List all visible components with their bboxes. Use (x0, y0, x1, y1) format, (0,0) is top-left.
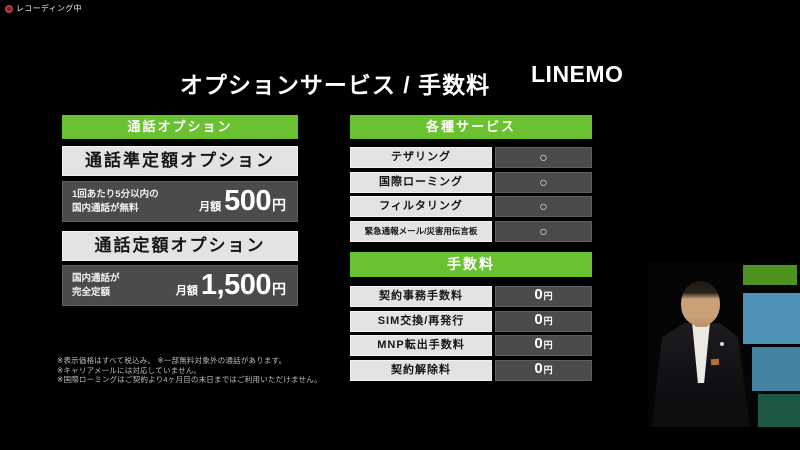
service-available-cell: ○ (495, 196, 592, 217)
table-row: 契約事務手数料 0 円 (350, 286, 592, 307)
service-label: 緊急通報メール/災害用伝言板 (350, 220, 492, 242)
fee-amount-cell: 0 円 (495, 335, 592, 356)
plan-price-value: 月額 500 円 (199, 185, 286, 217)
stage-panel-teal (758, 394, 800, 427)
service-label: 国際ローミング (350, 171, 492, 193)
available-circle-icon: ○ (539, 149, 548, 165)
slide-title: オプションサービス / 手数料 (179, 72, 491, 98)
presenter-pocket-square (710, 358, 720, 366)
fee-label: MNP転出手数料 (350, 335, 492, 356)
table-row: MNP転出手数料 0 円 (350, 335, 592, 356)
presenter-lapel-pin (720, 342, 724, 346)
footnote-line: ※表示価格はすべて税込み。 ※一部無料対象外の通話があります。 (57, 356, 287, 365)
service-available-cell: ○ (495, 147, 592, 168)
services-header: 各種サービス (350, 115, 592, 139)
recording-label: レコーディング中 (16, 4, 82, 13)
table-row: フィルタリング ○ (350, 196, 592, 217)
recording-indicator: レコーディング中 (5, 3, 82, 14)
fee-amount-cell: 0 円 (495, 359, 592, 381)
plan-name-flat: 通話定額オプション (62, 231, 298, 261)
fees-table: 契約事務手数料 0 円 SIM交換/再発行 0 円 MNP転出手数料 0 円 契… (350, 286, 592, 381)
presenter-shirt (691, 321, 711, 383)
call-options-header: 通話オプション (62, 115, 298, 139)
plan-price-semi-flat: 1回あたり5分以内の 国内通話が無料 月額 500 円 (62, 181, 298, 222)
stage-panel-blue (752, 347, 800, 391)
available-circle-icon: ○ (539, 173, 548, 190)
fee-label: SIM交換/再発行 (350, 310, 492, 332)
available-circle-icon: ○ (539, 198, 548, 214)
plan-description: 国内通話が 完全定額 (72, 272, 120, 298)
service-available-cell: ○ (495, 220, 592, 242)
available-circle-icon: ○ (539, 222, 548, 239)
table-row: 緊急通報メール/災害用伝言板 ○ (350, 220, 592, 242)
fees-header: 手数料 (350, 252, 592, 277)
service-available-cell: ○ (495, 171, 592, 193)
fee-label: 契約事務手数料 (350, 286, 492, 307)
plan-name-semi-flat: 通話準定額オプション (62, 146, 298, 176)
service-label: テザリング (350, 147, 492, 168)
services-table: テザリング ○ 国際ローミング ○ フィルタリング ○ 緊急通報メール/災害用伝… (350, 147, 592, 242)
table-row: 契約解除料 0 円 (350, 359, 592, 381)
footnote-line: ※国際ローミングはご契約より4ヶ月目の末日まではご利用いただけません。 (57, 375, 322, 384)
stage-panel-blue (743, 293, 800, 344)
table-row: 国際ローミング ○ (350, 171, 592, 193)
stage-panel-green (743, 265, 797, 285)
service-label: フィルタリング (350, 196, 492, 217)
table-row: SIM交換/再発行 0 円 (350, 310, 592, 332)
fee-amount-cell: 0 円 (495, 286, 592, 307)
fee-amount-cell: 0 円 (495, 310, 592, 332)
presenter-video (648, 263, 800, 427)
plan-description: 1回あたり5分以内の 国内通話が無料 (72, 188, 159, 214)
presenter-head (681, 281, 720, 326)
fee-label: 契約解除料 (350, 359, 492, 381)
plan-price-flat: 国内通話が 完全定額 月額 1,500 円 (62, 265, 298, 306)
linemo-logo: LINEMO (531, 61, 624, 87)
footnote-line: ※キャリアメールには対応していません。 (57, 365, 202, 375)
recording-dot-icon (5, 4, 13, 13)
table-row: テザリング ○ (350, 147, 592, 168)
footnotes: ※表示価格はすべて税込み。 ※一部無料対象外の通話があります。 ※キャリアメール… (57, 356, 322, 385)
plan-price-value: 月額 1,500 円 (175, 269, 286, 301)
